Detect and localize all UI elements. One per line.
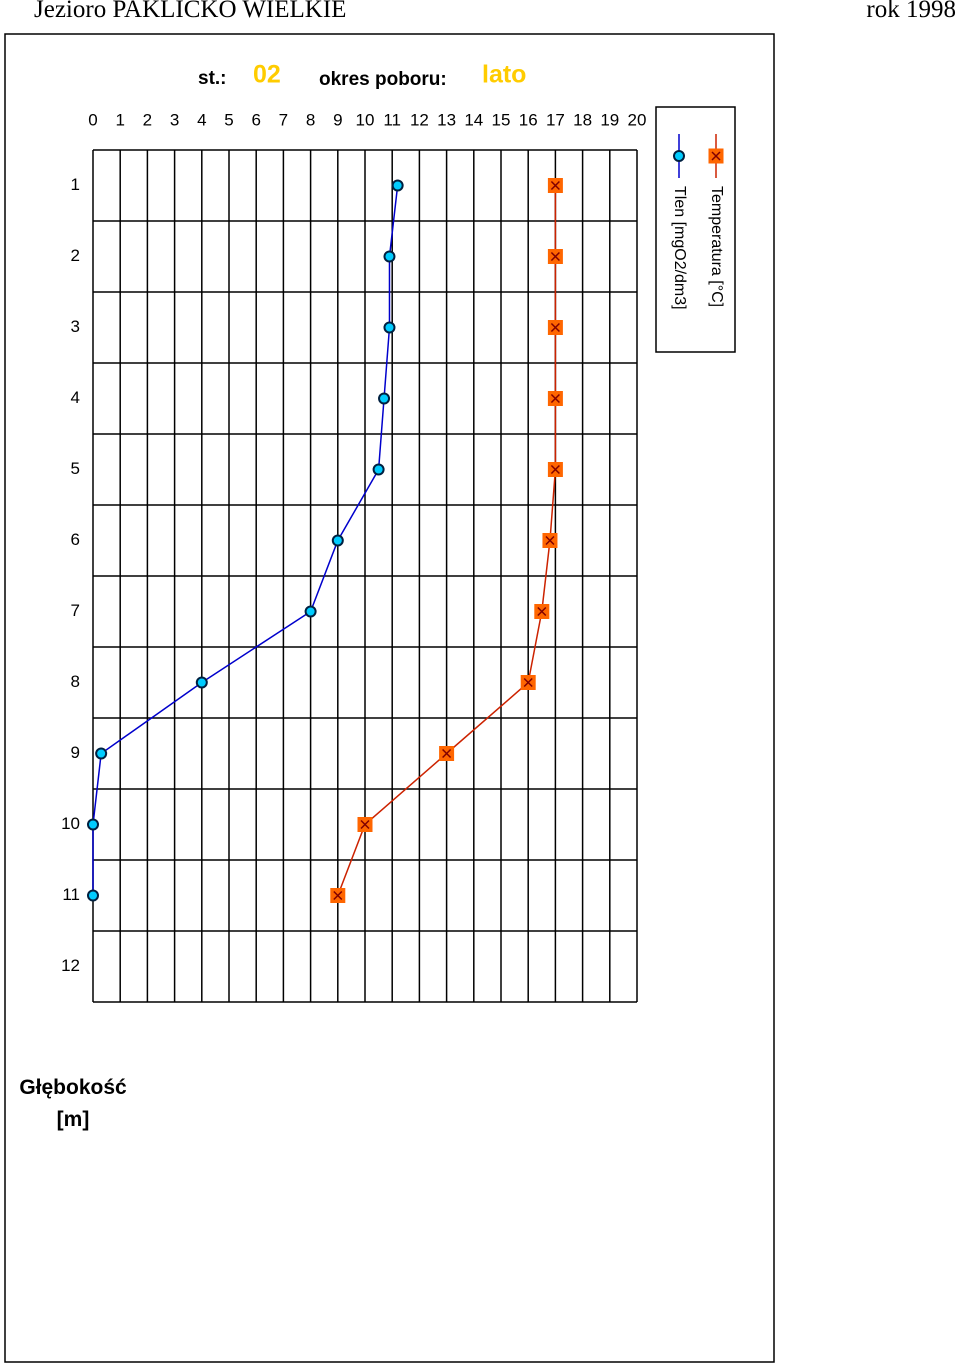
data-point — [547, 391, 563, 406]
x-tick-label: 4 — [197, 110, 206, 129]
station-label: st.: — [198, 68, 227, 89]
y-tick-label: 3 — [71, 317, 80, 336]
station: 02 — [253, 61, 281, 89]
period: lato — [482, 61, 526, 89]
data-point — [331, 534, 344, 547]
x-tick-label: 8 — [306, 110, 315, 129]
page-title: Jezioro PAKLICKO WIELKIE — [34, 0, 347, 23]
marker-cross — [523, 677, 533, 688]
data-point — [372, 463, 385, 476]
legend-box — [655, 106, 736, 353]
marker-cross — [333, 890, 343, 901]
x-tick-label: 15 — [492, 110, 511, 129]
data-point — [547, 249, 563, 264]
marker-cross — [550, 180, 560, 191]
marker-cross — [550, 322, 560, 333]
marker-cross — [360, 819, 370, 830]
y-tick-label: 11 — [62, 885, 80, 904]
x-tick-label: 11 — [383, 110, 401, 129]
x-tick-label: 0 — [88, 110, 97, 129]
x-tick-label: 18 — [573, 110, 592, 129]
data-point — [547, 320, 563, 335]
x-tick-label: 3 — [170, 110, 179, 129]
data-point — [95, 747, 108, 760]
data-point — [391, 179, 404, 192]
marker-cross — [550, 393, 560, 404]
marker-cross — [550, 251, 560, 262]
marker-cross — [442, 748, 452, 759]
marker-cross — [537, 606, 547, 617]
data-point — [542, 533, 558, 548]
data-point — [378, 392, 391, 405]
x-tick-label: 20 — [628, 110, 647, 129]
x-tick-label: 7 — [279, 110, 288, 129]
x-tick-label: 5 — [224, 110, 233, 129]
x-tick-label: 1 — [115, 110, 124, 129]
data-point — [383, 250, 396, 263]
marker-cross — [545, 535, 555, 546]
marker-cross — [711, 151, 721, 161]
x-tick-label: 9 — [333, 110, 342, 129]
y-axis-title: Głębokość [m] — [19, 1076, 127, 1131]
legend-marker — [673, 150, 685, 162]
y-tick-label: 8 — [71, 672, 80, 691]
data-point — [547, 178, 563, 193]
y-tick-label: 9 — [71, 743, 80, 762]
y-tick-label: 12 — [61, 956, 80, 975]
data-point — [330, 888, 346, 903]
legend-label: Temperatura [°C] — [708, 186, 725, 307]
x-tick-label: 2 — [143, 110, 152, 129]
x-tick-label: 12 — [410, 110, 429, 129]
legend-label: Tlen [mgO2/dm3] — [671, 186, 688, 310]
data-point — [547, 462, 563, 477]
data-point — [383, 321, 396, 334]
page-year: rok 1998 — [866, 0, 956, 23]
y-tick-label: 5 — [71, 459, 80, 478]
data-point — [439, 746, 455, 761]
data-point — [520, 675, 536, 690]
data-point — [87, 818, 99, 831]
x-tick-label: 6 — [251, 110, 260, 129]
data-point — [534, 604, 550, 619]
chart-frame — [4, 33, 775, 1363]
legend-marker — [708, 148, 724, 164]
data-point — [195, 676, 208, 689]
data-point — [304, 605, 317, 618]
period-label: okres poboru: — [319, 69, 447, 90]
x-tick-label: 13 — [437, 110, 456, 129]
y-tick-label: 7 — [71, 601, 80, 620]
y-tick-label: 10 — [61, 814, 80, 833]
x-tick-label: 17 — [546, 110, 565, 129]
x-tick-label: 14 — [464, 110, 483, 129]
data-point — [357, 817, 373, 832]
x-tick-label: 16 — [519, 110, 538, 129]
y-tick-label: 6 — [71, 530, 80, 549]
y-tick-label: 4 — [71, 388, 80, 407]
x-tick-label: 19 — [600, 110, 619, 129]
y-tick-label: 2 — [71, 246, 80, 265]
y-tick-label: 1 — [71, 175, 80, 194]
data-point — [87, 889, 99, 902]
x-tick-label: 10 — [356, 110, 375, 129]
marker-cross — [550, 464, 560, 475]
